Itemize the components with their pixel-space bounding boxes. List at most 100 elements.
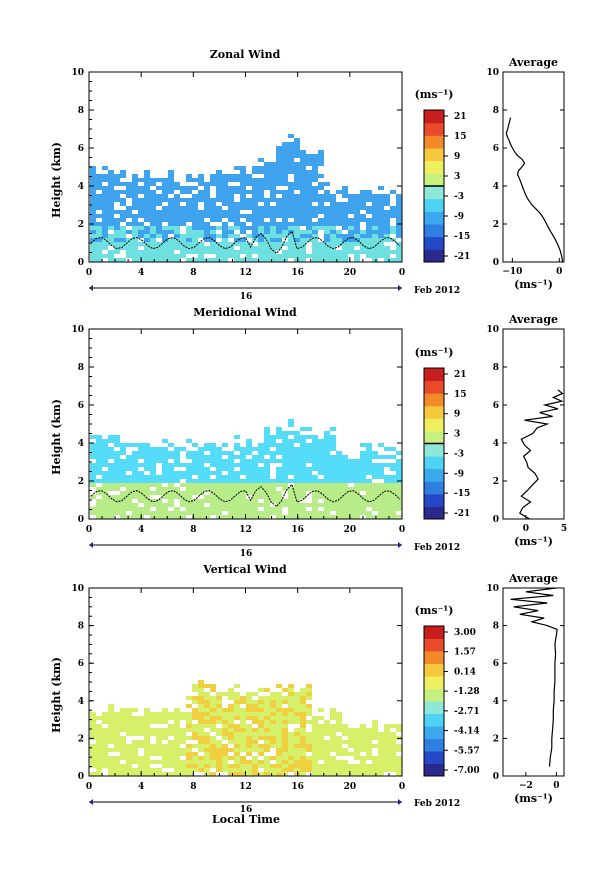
heatmap-cell	[312, 744, 318, 748]
heatmap-cell	[258, 724, 264, 728]
heatmap-cell	[312, 732, 318, 736]
heatmap-cell	[312, 234, 318, 238]
heatmap-cell	[240, 471, 246, 475]
heatmap-cell	[318, 226, 324, 230]
heatmap-cell	[312, 511, 318, 515]
heatmap-cell	[174, 772, 180, 776]
heatmap-cell	[180, 511, 186, 515]
heatmap-cell	[354, 242, 360, 246]
heatmap-cell	[348, 463, 354, 467]
heatmap-cell	[144, 170, 150, 174]
heatmap-cell	[306, 226, 312, 230]
heatmap-cell	[162, 198, 168, 202]
heatmap-cell	[378, 230, 384, 234]
heatmap-cell	[108, 435, 114, 439]
heatmap-cell	[288, 214, 294, 218]
heatmap-cell	[378, 748, 384, 752]
heatmap-cell	[126, 455, 132, 459]
y-tick-label: 0	[78, 515, 84, 525]
heatmap-cell	[132, 487, 138, 491]
heatmap-cell	[384, 740, 390, 744]
heatmap-cell	[228, 507, 234, 511]
heatmap-cell	[144, 475, 150, 479]
heatmap-cell	[282, 732, 288, 736]
heatmap-cell	[264, 186, 270, 190]
heatmap-cell	[348, 479, 354, 483]
heatmap-cell	[210, 760, 216, 764]
y-tick-label: 0	[78, 772, 84, 782]
heatmap-cell	[300, 511, 306, 515]
heatmap-cell	[120, 712, 126, 716]
heatmap-cell	[186, 712, 192, 716]
heatmap-cell	[186, 250, 192, 254]
heatmap-cell	[108, 760, 114, 764]
heatmap-cell	[96, 230, 102, 234]
heatmap-cell	[366, 772, 372, 776]
heatmap-cell	[150, 732, 156, 736]
heatmap-cell	[330, 764, 336, 768]
heatmap-cell	[336, 254, 342, 258]
heatmap-cell	[264, 254, 270, 258]
heatmap-cell	[336, 499, 342, 503]
heatmap-cell	[192, 716, 198, 720]
heatmap-cell	[270, 218, 276, 222]
heatmap-cell	[246, 214, 252, 218]
heatmap-cell	[210, 230, 216, 234]
heatmap-cell	[294, 511, 300, 515]
heatmap-cell	[228, 451, 234, 455]
heatmap-cell	[366, 447, 372, 451]
heatmap-cell	[192, 744, 198, 748]
heatmap-cell	[204, 772, 210, 776]
heatmap-cell	[306, 182, 312, 186]
heatmap-cell	[360, 459, 366, 463]
heatmap-cell	[144, 186, 150, 190]
heatmap-cell	[372, 218, 378, 222]
avg-y-tick-label: 4	[493, 439, 499, 449]
heatmap-cell	[354, 499, 360, 503]
heatmap-cell	[372, 732, 378, 736]
colorbar-label: 21	[454, 112, 467, 122]
heatmap-cell	[396, 760, 402, 764]
heatmap-cell	[390, 190, 396, 194]
heatmap-cell	[276, 740, 282, 744]
heatmap-cell	[252, 178, 258, 182]
heatmap-cell	[198, 768, 204, 772]
heatmap-cell	[318, 756, 324, 760]
heatmap-cell	[168, 443, 174, 447]
heatmap-cell	[360, 487, 366, 491]
heatmap-cell	[336, 467, 342, 471]
heatmap-cell	[216, 700, 222, 704]
x-tick-label: 4	[138, 525, 144, 535]
colorbar-label: -2.71	[454, 707, 480, 717]
heatmap-cell	[126, 724, 132, 728]
heatmap-cell	[156, 459, 162, 463]
heatmap-cell	[114, 716, 120, 720]
heatmap-cell	[90, 752, 96, 756]
y-tick-label: 6	[78, 144, 84, 154]
heatmap-cell	[90, 764, 96, 768]
heatmap-cell	[312, 254, 318, 258]
heatmap-cell	[186, 756, 192, 760]
heatmap-cell	[354, 214, 360, 218]
heatmap-cell	[150, 198, 156, 202]
heatmap-cell	[240, 258, 246, 262]
heatmap-cell	[216, 467, 222, 471]
heatmap-cell	[306, 503, 312, 507]
colorbar-swatch	[424, 481, 444, 495]
colorbar-swatch	[424, 418, 444, 432]
heatmap-cell	[300, 174, 306, 178]
heatmap-cell	[246, 174, 252, 178]
colorbar-unit: (ms⁻¹)	[415, 346, 454, 359]
heatmap-cell	[162, 178, 168, 182]
heatmap-cell	[252, 455, 258, 459]
heatmap-cell	[126, 515, 132, 519]
heatmap-cell	[186, 242, 192, 246]
heatmap-cell	[312, 475, 318, 479]
heatmap-cell	[348, 471, 354, 475]
heatmap-cell	[192, 214, 198, 218]
heatmap-cell	[384, 222, 390, 226]
heatmap-cell	[384, 760, 390, 764]
colorbar-swatch	[424, 135, 444, 149]
heatmap-cell	[264, 182, 270, 186]
heatmap-cell	[300, 692, 306, 696]
